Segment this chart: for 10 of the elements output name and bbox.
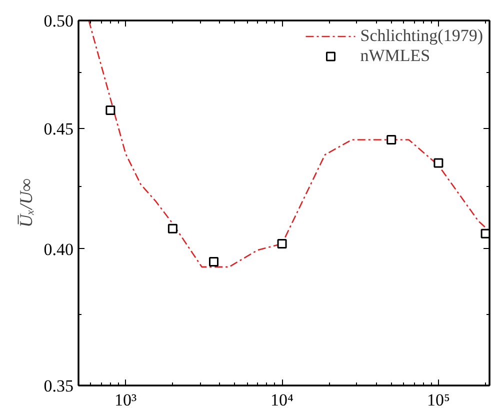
legend-label: Schlichting(1979) xyxy=(360,26,483,46)
legend-label: nWMLES xyxy=(360,46,430,66)
x-tick-label: 10⁴ xyxy=(270,390,294,410)
y-tick-label: 0.45 xyxy=(44,119,74,138)
y-tick-label: 0.50 xyxy=(44,12,74,30)
y-axis-title: U̅ₓ/U∞ xyxy=(16,178,36,228)
y-tick-label: 0.35 xyxy=(44,376,74,396)
x-tick-label: 10³ xyxy=(114,390,137,410)
x-tick-label: 10⁵ xyxy=(426,390,450,410)
y-tick-label: 0.40 xyxy=(44,240,74,259)
